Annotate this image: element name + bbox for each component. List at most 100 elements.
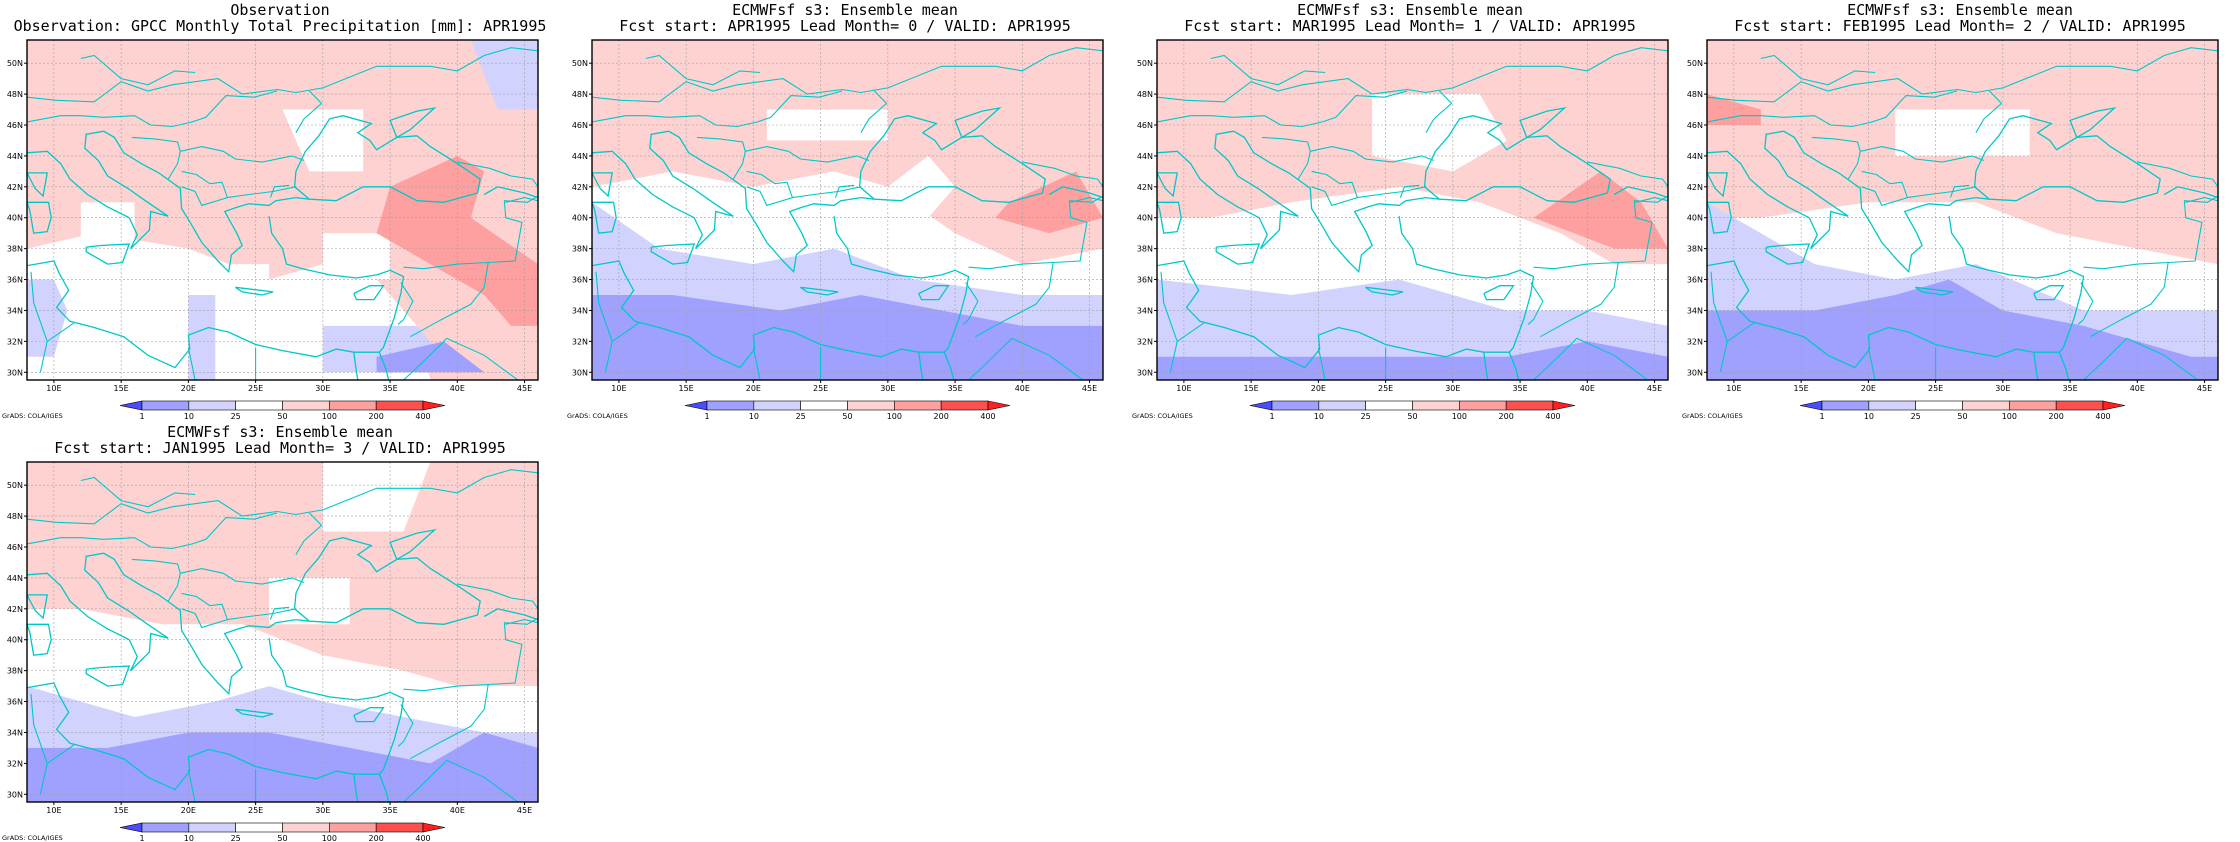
coastline (353, 352, 359, 380)
x-tick-label: 15E (114, 384, 129, 393)
y-tick-label: 40N (1687, 214, 1703, 223)
colorbar-box (329, 400, 377, 411)
shading-region (592, 40, 1103, 265)
panel-title: Observation (230, 1, 330, 19)
shading-layer (1157, 40, 1668, 380)
country-border (131, 136, 181, 180)
country-border (227, 186, 297, 199)
coastline (2069, 106, 2117, 138)
country-border (1317, 347, 1326, 380)
y-tick-label: 42N (1687, 183, 1703, 192)
x-tick-label: 25E (1378, 384, 1393, 393)
coastline (353, 774, 359, 802)
shading-layer (1707, 40, 2218, 380)
shading-region (470, 40, 538, 110)
coastline (1707, 201, 1732, 234)
coastline (27, 172, 48, 198)
country-border (2070, 337, 2128, 380)
y-tick-label: 44N (7, 574, 23, 583)
coastline (668, 130, 875, 274)
colorbar-box (1271, 400, 1320, 411)
shading-region (1533, 171, 1668, 249)
y-tick-label: 38N (1687, 245, 1703, 254)
coastline (1157, 130, 1299, 250)
shading-layer (27, 462, 538, 802)
y-tick-label: 44N (572, 152, 588, 161)
shading-region (322, 233, 391, 280)
panel-subtitle: Fcst start: JAN1995 Lead Month= 3 / VALI… (54, 439, 506, 457)
coastline (389, 528, 437, 560)
country-border (592, 90, 843, 128)
map-panel-lead-1: ECMWFsf s3: Ensemble mean Fcst start: MA… (1130, 0, 1690, 421)
country-border (410, 684, 489, 760)
y-tick-label: 46N (1687, 121, 1703, 130)
x-tick-label: 40E (450, 384, 465, 393)
shading-region (1895, 109, 2030, 156)
shading-region (1157, 341, 1668, 380)
country-border (269, 184, 290, 198)
y-tick-label: 50N (572, 59, 588, 68)
x-tick-label: 15E (114, 806, 129, 815)
colorbar-box (1412, 400, 1460, 411)
country-border (2185, 197, 2218, 203)
y-tick-label: 40N (572, 214, 588, 223)
coastline (1783, 130, 1990, 274)
colorbar-box (1962, 400, 2010, 411)
colorbar-label: 25 (1911, 412, 1921, 421)
country-border (27, 512, 278, 550)
colorbar: 1 10 25 50 100 200 400 (684, 400, 1011, 421)
colorbar-box (375, 822, 424, 833)
coastline (537, 569, 538, 571)
x-tick-label: 30E (1445, 384, 1460, 393)
coastline (1519, 106, 1567, 138)
country-border (1311, 170, 1359, 207)
y-tick-label: 46N (572, 121, 588, 130)
colorbar-label: 50 (842, 412, 852, 421)
x-tick-label: 40E (450, 806, 465, 815)
precipitation-map: 10E 15E 20E 25E 30E 35E 40E 45E 30N 32N 34N 36N 38N 4… (7, 461, 539, 842)
coastline (85, 665, 131, 687)
country-border (27, 90, 278, 128)
coastline (800, 286, 839, 296)
colorbar-box (329, 822, 377, 833)
precipitation-map: 10E 15E 20E 25E 30E 35E 40E 45E 30N 32N 34N 36N 38N 4… (572, 39, 1104, 421)
coastline (1398, 216, 1535, 353)
colorbar-label: 10 (1864, 412, 1874, 421)
x-tick-label: 25E (248, 806, 263, 815)
country-border (1710, 271, 1728, 342)
country-border (1861, 170, 1909, 207)
coastline (103, 130, 310, 274)
y-tick-label: 36N (572, 276, 588, 285)
colorbar-label: 50 (277, 834, 287, 842)
y-tick-label: 44N (1137, 152, 1153, 161)
country-border (592, 47, 1103, 103)
colorbar-box (2009, 400, 2057, 411)
x-tick-label: 20E (746, 384, 761, 393)
country-border (1949, 184, 1970, 198)
coastline (2033, 285, 2065, 301)
country-border (1261, 136, 1311, 180)
colorbar: 1 10 25 50 100 200 400 (1249, 400, 1576, 421)
coastline (27, 130, 169, 250)
coastline (650, 243, 696, 265)
map-panel-lead-2: ECMWFsf s3: Ensemble mean Fcst start: FE… (1680, 0, 2240, 421)
country-border (505, 197, 538, 203)
colorbar-box (1868, 400, 1916, 411)
country-border (30, 693, 48, 764)
y-tick-label: 42N (1137, 183, 1153, 192)
country-border (1907, 186, 1977, 199)
country-border (390, 759, 448, 802)
country-border (1070, 197, 1103, 203)
coastline (2058, 351, 2070, 380)
country-border (187, 769, 196, 802)
y-tick-label: 32N (7, 759, 23, 768)
y-tick-label: 48N (1137, 90, 1153, 99)
coastline (483, 608, 538, 621)
coastline (1707, 130, 1849, 250)
y-tick-label: 30N (1687, 368, 1703, 377)
y-tick-label: 34N (1687, 306, 1703, 315)
coastline (954, 106, 1002, 138)
x-tick-label: 35E (382, 384, 397, 393)
country-border (295, 90, 323, 133)
x-tick-label: 30E (315, 806, 330, 815)
